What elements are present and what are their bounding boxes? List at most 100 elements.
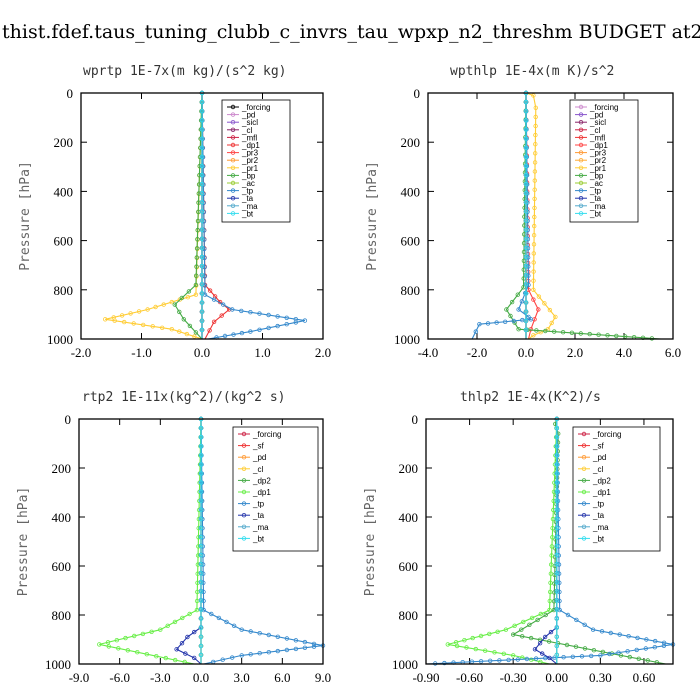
data-point	[523, 236, 529, 241]
data-point	[547, 598, 552, 604]
series-markers-dp1	[97, 416, 204, 665]
data-point	[140, 322, 146, 328]
data-point	[501, 651, 506, 656]
data-point	[538, 611, 543, 617]
data-point	[275, 648, 280, 654]
data-point	[488, 658, 493, 663]
data-point	[661, 643, 667, 648]
data-point	[636, 656, 641, 661]
y-tick-label: 200	[54, 135, 74, 150]
data-point	[209, 611, 214, 617]
data-point	[239, 627, 244, 632]
data-point	[199, 300, 205, 305]
data-point	[239, 330, 245, 336]
data-point	[557, 589, 562, 595]
data-point	[532, 160, 538, 165]
data-point	[523, 254, 529, 260]
chart-panel-2: wpthlp 1E-4x(m K)/s^2 Pressure [hPa] 0 200 4…	[365, 64, 681, 360]
data-point	[136, 309, 142, 314]
y-tick-label: 1000	[392, 657, 418, 672]
data-point	[554, 643, 559, 649]
legend-label: _ac	[241, 179, 255, 188]
legend-label: _pd	[252, 453, 266, 462]
legend-box	[572, 426, 661, 552]
x-tick-label: -0.90	[412, 670, 439, 685]
data-point	[311, 644, 317, 649]
data-point	[193, 273, 199, 278]
data-point	[199, 245, 205, 251]
data-point	[185, 634, 190, 640]
data-point	[554, 471, 559, 476]
legend: _forcing_pd_sicl_cl_mfl_dp1_pr3_pr2_pr1_…	[221, 99, 291, 223]
data-point	[617, 632, 622, 637]
legend-marker	[581, 466, 587, 471]
legend-label: _dp1	[592, 488, 611, 497]
data-point	[554, 425, 559, 431]
data-point	[284, 322, 289, 327]
data-point	[199, 108, 205, 114]
data-point	[144, 652, 149, 657]
legend-marker	[230, 211, 236, 216]
data-point	[551, 498, 556, 504]
data-point	[194, 264, 199, 269]
data-point	[179, 295, 184, 301]
data-point	[198, 552, 204, 558]
data-point	[239, 308, 244, 314]
panel-title: thlp2 1E-4x(K^2)/s	[460, 390, 601, 405]
data-point	[554, 589, 559, 594]
y-axis-label: Pressure [hPa]	[18, 161, 33, 271]
data-point	[199, 309, 205, 314]
data-point	[537, 641, 543, 646]
legend-marker	[581, 431, 587, 437]
series-line-bp	[174, 92, 203, 340]
data-point	[523, 218, 529, 223]
data-point	[534, 328, 539, 333]
data-point	[542, 634, 548, 640]
data-point	[523, 318, 529, 323]
data-point	[543, 612, 548, 618]
data-point	[523, 282, 529, 287]
data-point	[216, 615, 222, 621]
data-point	[199, 145, 205, 150]
series-markers-bp	[172, 90, 205, 335]
legend-label: _pr2	[589, 156, 607, 165]
x-tick-label: 6.0	[274, 670, 290, 685]
data-point	[154, 654, 159, 659]
data-point	[199, 190, 205, 196]
data-point	[293, 638, 299, 643]
data-point	[600, 649, 606, 655]
data-point	[195, 227, 200, 233]
chart-panel-3: rtp2 1E-11x(kg^2)/(kg^2 s) Pressure [hPa]…	[16, 390, 331, 685]
x-tick-label: 0.0	[194, 345, 210, 360]
data-point	[661, 640, 667, 645]
legend-marker	[241, 455, 247, 460]
x-tick-label: 0.00	[545, 670, 568, 685]
x-tick-label: -1.0	[131, 345, 152, 360]
data-point	[536, 294, 542, 299]
legend-marker	[230, 203, 236, 208]
data-point	[590, 627, 596, 632]
data-point	[618, 653, 624, 658]
data-point	[442, 660, 447, 666]
data-point	[97, 642, 102, 647]
data-point	[627, 654, 632, 660]
legend-marker	[581, 489, 587, 495]
data-point	[533, 132, 538, 138]
data-point	[198, 462, 204, 467]
data-point	[616, 650, 621, 655]
legend-label: _tp	[592, 500, 605, 509]
data-point	[180, 615, 185, 621]
series-markers-pr1	[102, 90, 205, 339]
data-point	[119, 313, 125, 318]
data-point	[131, 321, 136, 326]
data-point	[547, 307, 553, 313]
data-point	[198, 534, 204, 540]
legend-label: _ma	[241, 202, 258, 211]
data-point	[523, 227, 529, 232]
legend-label: _bp	[589, 171, 604, 180]
series-line-dp1	[447, 418, 558, 665]
data-point	[248, 329, 253, 334]
legend-label: _ac	[589, 179, 603, 188]
series-line-pr1	[525, 92, 557, 340]
data-point	[515, 657, 520, 662]
